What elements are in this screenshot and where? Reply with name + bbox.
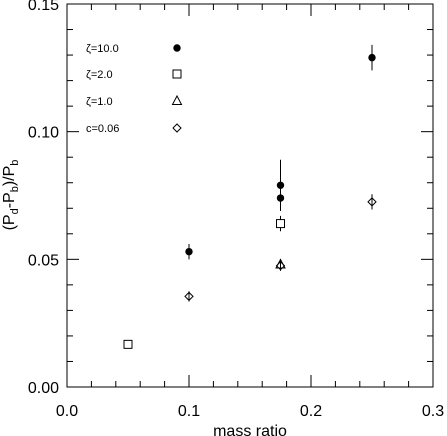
axis-ticks (66, 3, 434, 388)
data-point (276, 219, 285, 229)
y-tick-label: 0.10 (28, 125, 59, 142)
plot-frame (66, 3, 434, 388)
data-point (276, 194, 285, 202)
data-point (367, 197, 377, 207)
y-tick-label: 0.05 (28, 252, 59, 269)
data-point (368, 53, 376, 62)
axis-tick-labels: 0.0 0.1 0.2 0.3 0.00 0.05 0.10 0.15 (28, 0, 444, 420)
legend: ζ=10.0 ζ=2.0 ζ=1.0 c=0.06 (86, 43, 183, 135)
legend-label: c=0.06 (86, 123, 119, 135)
y-tick-label: 0.00 (28, 380, 59, 397)
x-tick-label: 0.3 (422, 403, 444, 420)
data-point (123, 339, 133, 349)
x-tick-label: 0.2 (300, 403, 322, 420)
legend-marker (171, 94, 183, 105)
legend-marker (172, 69, 182, 79)
data-point (184, 291, 194, 302)
data-point (185, 247, 193, 256)
data-point (275, 261, 286, 271)
x-tick-label: 0.1 (178, 403, 200, 420)
y-tick-label: 0.15 (28, 0, 59, 14)
legend-label: ζ=10.0 (86, 43, 119, 55)
x-tick-label: 0.0 (56, 403, 78, 420)
legend-label: ζ=2.0 (86, 69, 113, 81)
legend-marker (173, 44, 181, 52)
legend-marker (172, 123, 182, 133)
legend-label: ζ=1.0 (86, 96, 113, 108)
y-axis-title: (Pd-Pb)/Pb (1, 160, 21, 231)
data-marks (123, 44, 377, 349)
x-axis-title: mass ratio (213, 423, 287, 436)
